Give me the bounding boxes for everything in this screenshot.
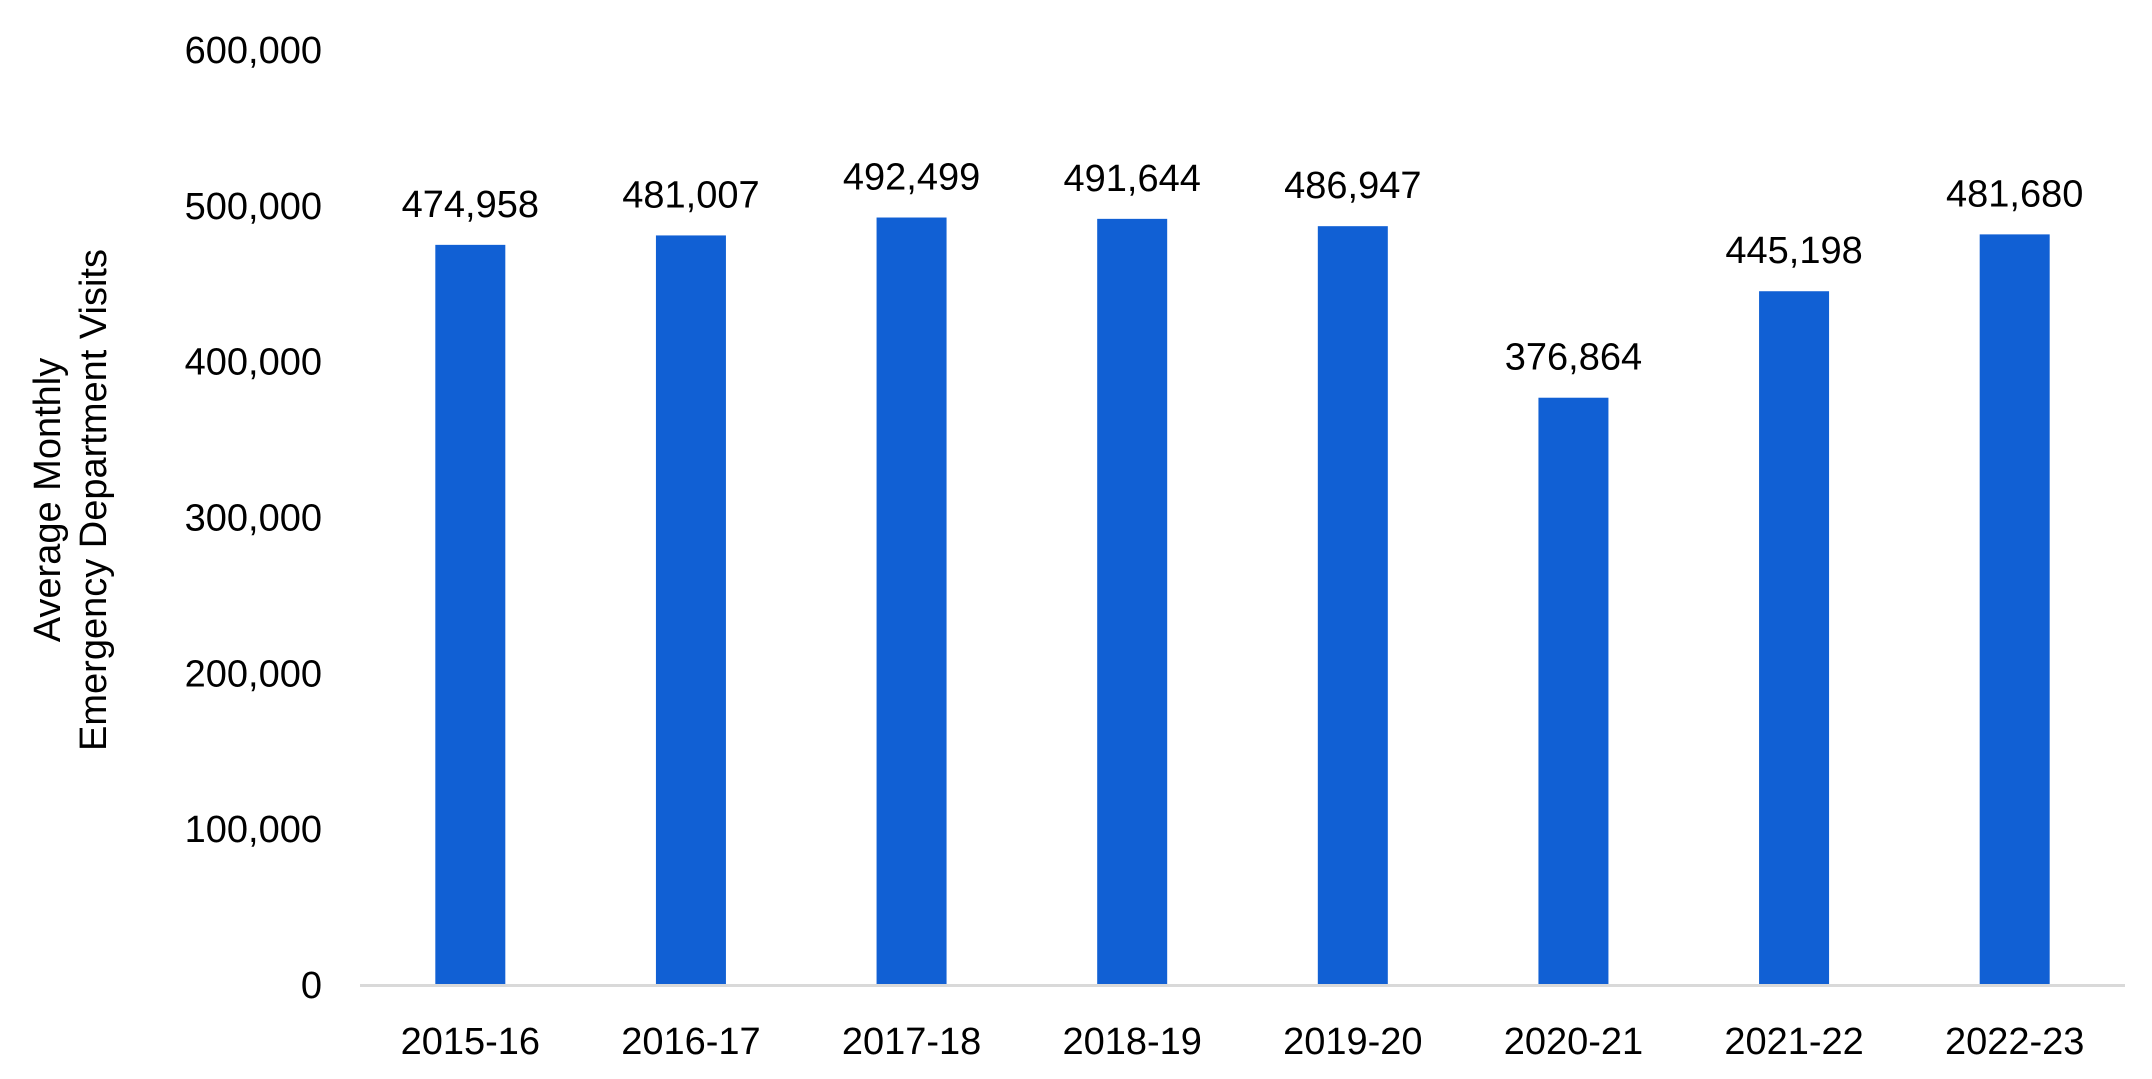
bar-value-label: 474,958 bbox=[402, 184, 539, 226]
bar-value-label: 486,947 bbox=[1284, 165, 1421, 207]
bar bbox=[876, 217, 947, 985]
bar bbox=[1979, 234, 2050, 985]
bar-value-label: 481,680 bbox=[1946, 173, 2083, 215]
x-axis-tick-labels: 2015-16 2016-17 2017-18 2018-19 2019-20 2020-… bbox=[401, 1021, 2085, 1063]
x-tick-label: 2019-20 bbox=[1283, 1021, 1422, 1063]
bar-value-label: 481,007 bbox=[622, 174, 759, 216]
y-tick-label: 300,000 bbox=[185, 498, 322, 540]
y-axis-title-line-1: Average Monthly bbox=[27, 358, 69, 642]
y-tick-label: 500,000 bbox=[185, 186, 322, 228]
x-tick-label: 2017-18 bbox=[842, 1021, 981, 1063]
bar bbox=[1759, 291, 1830, 985]
x-tick-label: 2015-16 bbox=[401, 1021, 540, 1063]
bar-value-label: 491,644 bbox=[1064, 158, 1201, 200]
bar bbox=[1317, 226, 1388, 985]
y-axis-title: Average Monthly Emergency Department Vis… bbox=[27, 249, 115, 751]
bar-value-label: 445,198 bbox=[1725, 230, 1862, 272]
y-axis-tick-labels: 0 100,000 200,000 300,000 400,000 500,000 600,… bbox=[185, 30, 322, 1007]
bar-value-label: 376,864 bbox=[1505, 337, 1642, 379]
y-tick-label: 0 bbox=[301, 965, 322, 1007]
x-tick-label: 2016-17 bbox=[621, 1021, 760, 1063]
y-tick-label: 100,000 bbox=[185, 809, 322, 851]
x-tick-label: 2022-23 bbox=[1945, 1021, 2084, 1063]
bar bbox=[435, 244, 506, 985]
y-axis-title-line-2: Emergency Department Visits bbox=[73, 249, 115, 751]
bar bbox=[1538, 397, 1609, 985]
x-tick-label: 2018-19 bbox=[1062, 1021, 1201, 1063]
bar-value-label: 492,499 bbox=[843, 157, 980, 199]
y-tick-label: 200,000 bbox=[185, 653, 322, 695]
bar bbox=[1097, 218, 1168, 986]
x-tick-label: 2021-22 bbox=[1724, 1021, 1863, 1063]
y-tick-label: 600,000 bbox=[185, 30, 322, 72]
x-tick-label: 2020-21 bbox=[1504, 1021, 1643, 1063]
bars-group bbox=[435, 217, 2050, 986]
bar bbox=[655, 235, 726, 985]
y-tick-label: 400,000 bbox=[185, 342, 322, 384]
data-labels-group: 474,958 481,007 492,499 491,644 486,947 376,8… bbox=[402, 157, 2084, 379]
